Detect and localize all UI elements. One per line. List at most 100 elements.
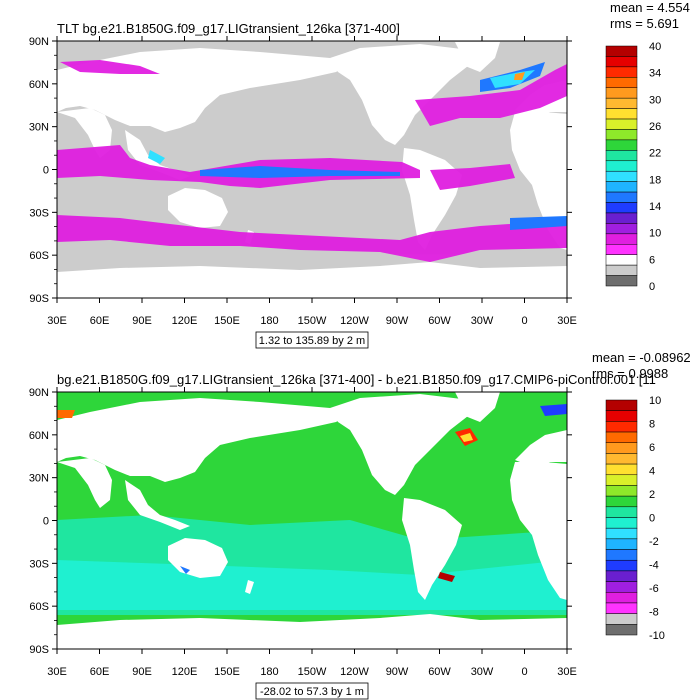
- colorbar-swatch: [605, 233, 638, 245]
- lat-tick-label: 30N: [29, 122, 49, 134]
- colorbar-swatch: [605, 264, 638, 276]
- lon-tick-label: 60W: [428, 315, 451, 327]
- colorbar-swatch: [605, 275, 638, 287]
- lon-tick-label: 0: [521, 666, 527, 678]
- panel-2-map: [57, 392, 567, 649]
- colorbar-swatch: [605, 506, 638, 518]
- lon-tick-label: 150W: [298, 666, 327, 678]
- colorbar-label: 34: [649, 68, 661, 80]
- colorbar-swatch: [605, 202, 638, 214]
- colorbar-label: -10: [649, 630, 665, 642]
- panel-1: TLT bg.e21.B1850G.f09_g17.LIGtransient_1…: [29, 0, 690, 349]
- lat-tick-label: 90S: [29, 293, 49, 305]
- panel-2-land: [57, 392, 567, 649]
- colorbar-label: -2: [649, 536, 659, 548]
- lat-tick-label: 60N: [29, 79, 49, 91]
- lon-tick-label: 180: [260, 315, 278, 327]
- panel-1-axes: 90N 60N 30N 0 30S 60S 90S 30E 60E 90E 120E 150E 180 1…: [29, 36, 577, 327]
- colorbar-swatch: [605, 66, 638, 78]
- lat-tick-label: 60S: [29, 250, 49, 262]
- panel-1-rms: rms = 5.691: [610, 16, 679, 31]
- colorbar-label: 0: [649, 513, 655, 525]
- colorbar-label: 14: [649, 201, 661, 213]
- lat-tick-label: 30S: [29, 558, 49, 570]
- lat-tick-label: 0: [43, 165, 49, 177]
- colorbar-swatch: [605, 559, 638, 572]
- lat-tick-label: 60N: [29, 430, 49, 442]
- colorbar-swatch: [605, 453, 638, 465]
- panel-1-range-label: 1.32 to 135.89 by 2 m: [259, 335, 365, 347]
- panel-2-title: bg.e21.B1850G.f09_g17.LIGtransient_126ka…: [57, 372, 656, 387]
- colorbar-label: 26: [649, 121, 661, 133]
- colorbar-swatch: [605, 485, 638, 497]
- colorbar-swatch: [605, 129, 638, 141]
- colorbar-swatch: [605, 87, 638, 99]
- panel-2-colorbar: 10 8 6 4 2 0 -2 -4 -6 -8 -10: [605, 395, 665, 642]
- lon-tick-label: 0: [521, 315, 527, 327]
- panel-2-rms: rms = 0.9988: [592, 366, 668, 381]
- colorbar-swatch: [605, 592, 638, 604]
- colorbar-swatch: [605, 527, 638, 540]
- panel-2-mean: mean = -0.08962: [592, 350, 691, 365]
- colorbar-label: -4: [649, 560, 659, 572]
- colorbar-swatch: [605, 613, 638, 625]
- colorbar-swatch: [605, 244, 638, 255]
- colorbar-swatch: [605, 463, 638, 476]
- lon-tick-label: 120W: [340, 666, 369, 678]
- colorbar-swatch: [605, 581, 638, 593]
- colorbar-label: 10: [649, 395, 661, 407]
- lon-tick-label: 30W: [471, 315, 494, 327]
- lon-tick-label: 180: [260, 666, 278, 678]
- colorbar-swatch: [605, 191, 638, 203]
- lon-tick-label: 60W: [428, 666, 451, 678]
- colorbar-swatch: [605, 45, 638, 57]
- colorbar-swatch: [605, 421, 638, 433]
- lat-tick-label: 90N: [29, 387, 49, 399]
- panel-1-map: [57, 41, 567, 298]
- panel-1-range-box: 1.32 to 135.89 by 2 m: [255, 331, 369, 349]
- lon-tick-label: 150W: [298, 315, 327, 327]
- colorbar-swatch: [605, 495, 638, 508]
- colorbar-swatch: [605, 410, 638, 422]
- colorbar-label: 6: [649, 442, 655, 454]
- colorbar-swatch: [605, 474, 638, 486]
- panel-2-range-label: -28.02 to 57.3 by 1 m: [260, 686, 364, 698]
- colorbar-swatch: [605, 118, 638, 130]
- panel-1-mean: mean = 4.554: [610, 0, 690, 15]
- panel-1-colorbar: 40 34 30 26 22 18 14 10 6 0: [605, 41, 661, 293]
- panel-2-range-box: -28.02 to 57.3 by 1 m: [255, 682, 369, 700]
- panel-1-field-orange: [514, 72, 525, 80]
- lat-tick-label: 0: [43, 516, 49, 528]
- colorbar-label: 30: [649, 94, 661, 106]
- colorbar-label: 10: [649, 228, 661, 240]
- lon-tick-label: 90E: [132, 666, 152, 678]
- panel-1-title: TLT bg.e21.B1850G.f09_g17.LIGtransient_1…: [57, 21, 400, 36]
- lon-tick-label: 150E: [214, 315, 240, 327]
- lon-tick-label: 30E: [557, 666, 577, 678]
- lon-tick-label: 30E: [47, 315, 67, 327]
- colorbar-label: -8: [649, 607, 659, 619]
- colorbar-swatch: [605, 77, 638, 88]
- lon-tick-label: 120E: [172, 666, 198, 678]
- lon-tick-label: 30W: [471, 666, 494, 678]
- colorbar-label: 8: [649, 419, 655, 431]
- colorbar-label: 0: [649, 281, 655, 293]
- colorbar-swatch: [605, 570, 638, 582]
- lon-tick-label: 30E: [47, 666, 67, 678]
- colorbar-swatch: [605, 56, 638, 68]
- colorbar-swatch: [605, 442, 638, 454]
- colorbar-swatch: [605, 538, 638, 550]
- colorbar-label: 22: [649, 148, 661, 160]
- colorbar-swatch: [605, 97, 638, 109]
- lon-tick-label: 150E: [214, 666, 240, 678]
- colorbar-swatch: [605, 399, 638, 411]
- colorbar-label: 40: [649, 41, 661, 53]
- colorbar-swatch: [605, 517, 638, 529]
- colorbar-swatch: [605, 139, 638, 151]
- colorbar-swatch: [605, 624, 638, 636]
- colorbar-swatch: [605, 254, 638, 266]
- lat-tick-label: 30N: [29, 473, 49, 485]
- colorbar-label: 4: [649, 466, 655, 478]
- colorbar-swatch: [605, 108, 638, 120]
- panel-1-field-magenta: [57, 60, 567, 262]
